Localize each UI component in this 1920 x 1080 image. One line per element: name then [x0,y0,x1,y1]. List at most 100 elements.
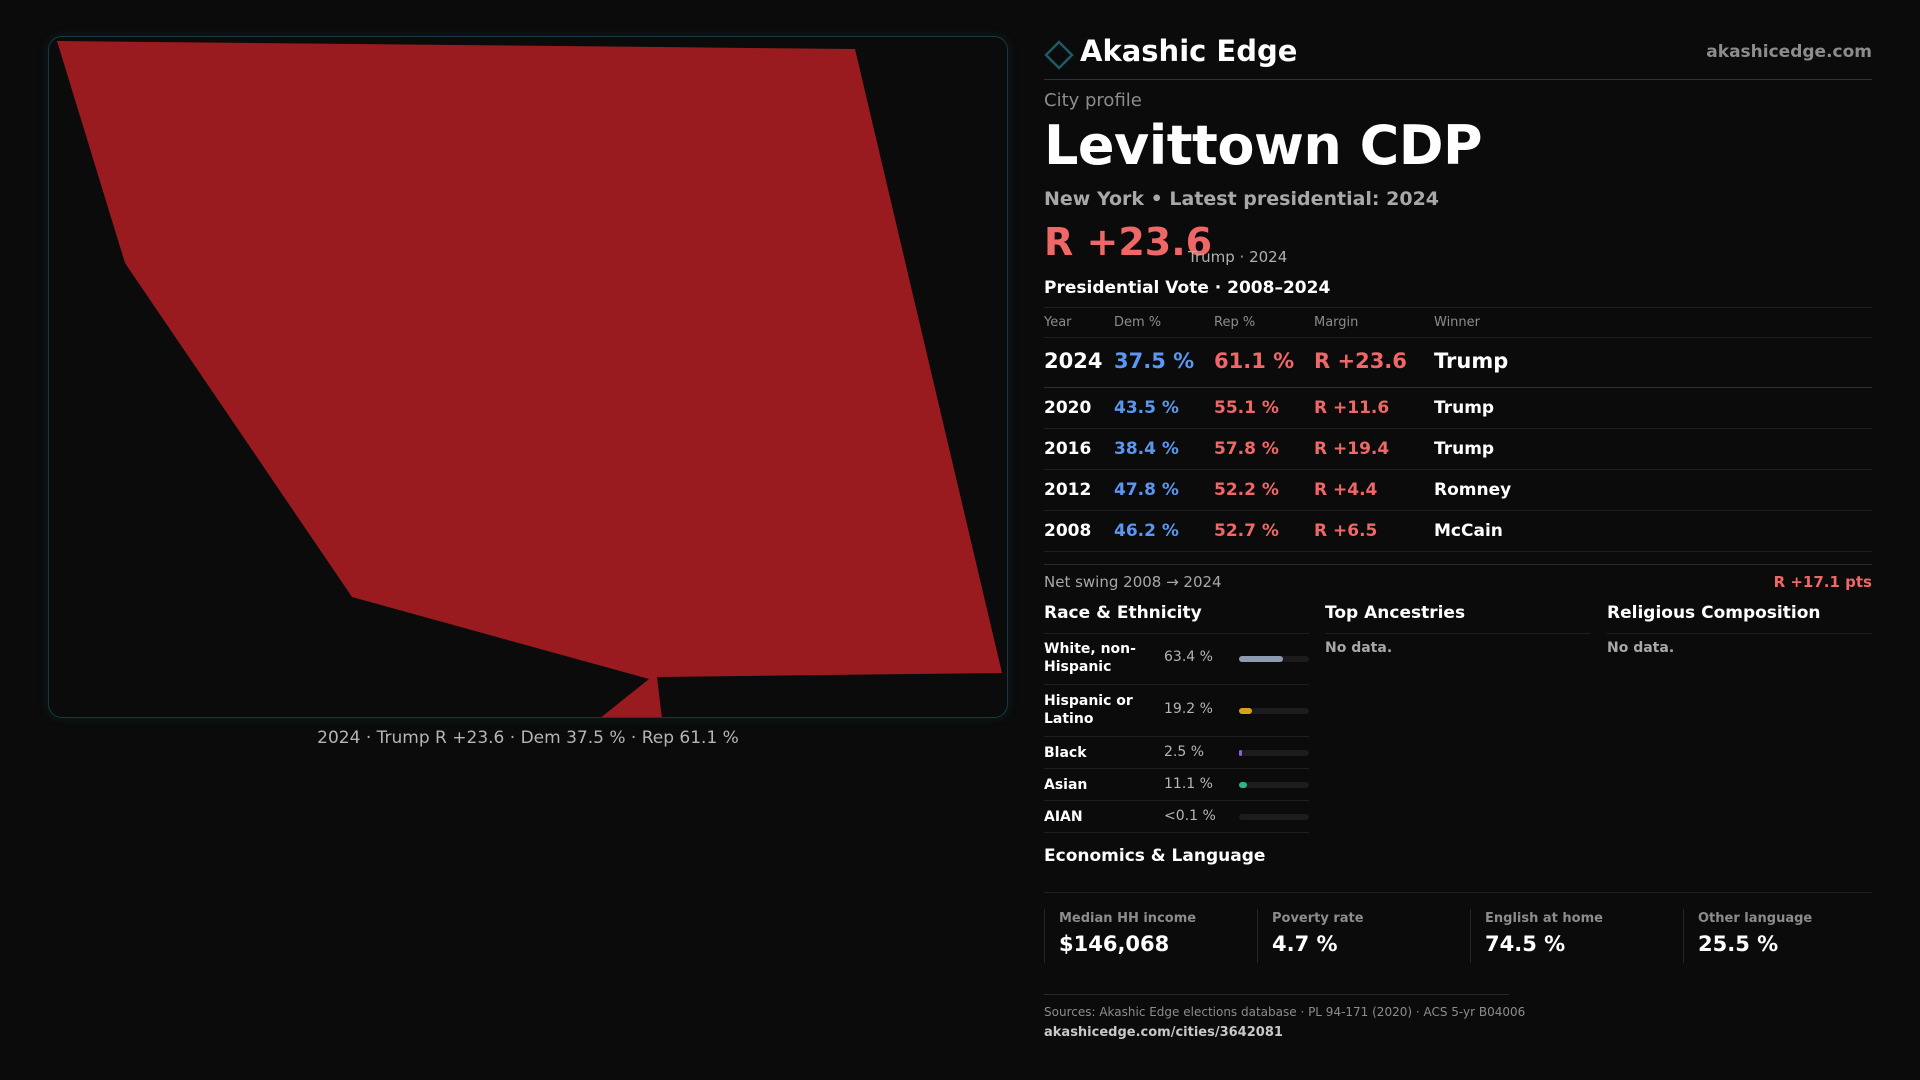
list-item: Black 2.5 % [1044,737,1309,769]
race-bar [1239,656,1309,662]
list-item: Hispanic or Latino 19.2 % [1044,685,1309,737]
race-label: White, non-Hispanic [1044,641,1136,675]
stat-label: English at home [1485,911,1603,926]
race-bar-fill [1239,782,1247,788]
race-bar [1239,782,1309,788]
sources-footer: Sources: Akashic Edge elections database… [1044,994,1526,1040]
table-row: 2020 43.5 % 55.1 % R +11.6 Trump [1044,388,1872,429]
table-row: 2008 46.2 % 52.7 % R +6.5 McCain [1044,511,1872,552]
race-label: Asian [1044,777,1088,793]
table-header: Year Dem % Rep % Margin Winner [1044,307,1872,338]
row-winner: Trump [1434,398,1495,418]
row-winner: Trump [1434,349,1509,373]
headline-meta: Trump · 2024 [1188,248,1288,266]
presidential-title: Presidential Vote · 2008–2024 [1044,278,1331,298]
stat-english-at-home: English at home 74.5 % [1470,909,1670,963]
row-dem: 47.8 % [1114,480,1179,500]
race-bar [1239,814,1309,820]
header-winner: Winner [1434,315,1481,330]
sources-link[interactable]: akashicedge.com/cities/3642081 [1044,1025,1283,1040]
brand-name[interactable]: Akashic Edge [1080,34,1298,68]
economics-stats: Median HH income $146,068 Poverty rate 4… [1044,892,1872,972]
row-year: 2016 [1044,439,1092,459]
race-label: Hispanic or Latino [1044,693,1133,727]
religion-empty: No data. [1607,640,1675,656]
row-margin: R +23.6 [1314,349,1407,373]
presidential-table: Year Dem % Rep % Margin Winner 2024 37.5… [1044,307,1872,552]
page-subtitle: New York • Latest presidential: 2024 [1044,188,1440,210]
stat-label: Other language [1698,911,1813,926]
race-pct: 11.1 % [1164,776,1213,792]
row-dem: 46.2 % [1114,521,1179,541]
sources-text: Sources: Akashic Edge elections database… [1044,1005,1526,1019]
stat-other-language: Other language 25.5 % [1683,909,1883,963]
swing-value: R +17.1 pts [1773,573,1872,591]
list-item: White, non-Hispanic 63.4 % [1044,633,1309,685]
row-rep: 57.8 % [1214,439,1279,459]
race-pct: <0.1 % [1164,808,1216,824]
row-winner: Trump [1434,439,1495,459]
stat-value: 25.5 % [1698,932,1779,956]
race-bar-fill [1239,656,1284,662]
ancestries-title: Top Ancestries [1325,603,1590,634]
list-item: Asian 11.1 % [1044,769,1309,801]
race-label: AIAN [1044,809,1083,825]
header-dem: Dem % [1114,315,1162,330]
map-panel[interactable] [48,36,1008,718]
row-dem: 43.5 % [1114,398,1179,418]
row-winner: Romney [1434,480,1512,500]
table-row: 2012 47.8 % 52.2 % R +4.4 Romney [1044,470,1872,511]
row-margin: R +19.4 [1314,439,1390,459]
brand-site-link[interactable]: akashicedge.com [1706,42,1872,62]
district-shape[interactable] [57,41,1002,718]
row-year: 2020 [1044,398,1092,418]
stat-label: Poverty rate [1272,911,1364,926]
race-pct: 2.5 % [1164,744,1205,760]
race-bar [1239,708,1309,714]
stat-value: $146,068 [1059,932,1170,956]
header-year: Year [1044,315,1072,330]
headline-margin: R +23.6 [1044,220,1213,264]
map-caption: 2024 · Trump R +23.6 · Dem 37.5 % · Rep … [317,728,739,748]
header-rep: Rep % [1214,315,1256,330]
economics-title: Economics & Language [1044,846,1266,866]
list-item: AIAN <0.1 % [1044,801,1309,833]
race-pct: 19.2 % [1164,701,1213,717]
row-winner: McCain [1434,521,1503,541]
race-bar [1239,750,1309,756]
row-year: 2012 [1044,480,1092,500]
header-margin: Margin [1314,315,1359,330]
row-rep: 52.2 % [1214,480,1279,500]
race-pct: 63.4 % [1164,649,1213,665]
race-bar-fill [1239,750,1242,756]
row-margin: R +11.6 [1314,398,1390,418]
stat-value: 74.5 % [1485,932,1566,956]
race-label: Black [1044,745,1087,761]
row-rep: 61.1 % [1214,349,1295,373]
religion-title: Religious Composition [1607,603,1872,634]
ancestries-empty: No data. [1325,640,1393,656]
race-title: Race & Ethnicity [1044,603,1309,634]
page-kicker: City profile [1044,90,1142,111]
row-year: 2024 [1044,349,1103,373]
row-dem: 37.5 % [1114,349,1195,373]
brand-header: Akashic Edge akashicedge.com [1044,28,1872,80]
profile-panel: Akashic Edge akashicedge.com City profil… [1044,28,1872,1058]
stat-value: 4.7 % [1272,932,1338,956]
net-swing: Net swing 2008 → 2024 R +17.1 pts [1044,564,1872,596]
row-year: 2008 [1044,521,1092,541]
diamond-outline-icon [1044,40,1074,74]
row-dem: 38.4 % [1114,439,1179,459]
page-title: Levittown CDP [1044,114,1483,177]
row-margin: R +6.5 [1314,521,1378,541]
stat-poverty-rate: Poverty rate 4.7 % [1257,909,1457,963]
district-map[interactable] [49,37,1008,718]
row-rep: 52.7 % [1214,521,1279,541]
stat-label: Median HH income [1059,911,1197,926]
race-list: White, non-Hispanic 63.4 % Hispanic or L… [1044,633,1309,833]
table-row: 2024 37.5 % 61.1 % R +23.6 Trump [1044,338,1872,388]
swing-label: Net swing 2008 → 2024 [1044,573,1222,591]
row-rep: 55.1 % [1214,398,1279,418]
stat-median-income: Median HH income $146,068 [1044,909,1244,963]
row-margin: R +4.4 [1314,480,1378,500]
